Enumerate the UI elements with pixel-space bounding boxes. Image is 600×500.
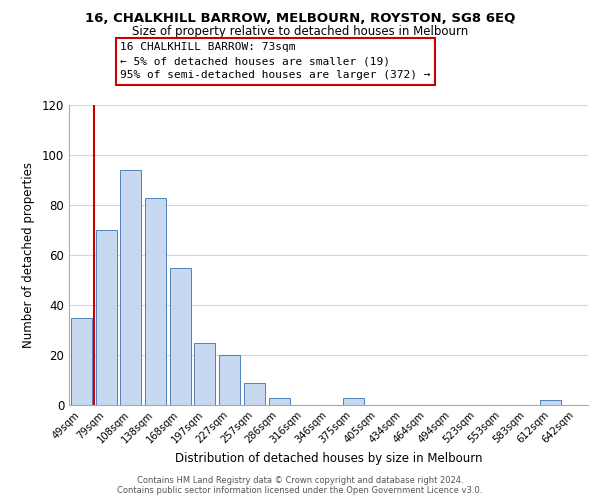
Bar (95, 230, 116, 405)
Bar (194, 342, 215, 405)
Y-axis label: Number of detached properties: Number of detached properties (22, 162, 35, 348)
Bar (120, 170, 141, 405)
Text: Contains public sector information licensed under the Open Government Licence v3: Contains public sector information licen… (118, 486, 482, 495)
Bar (145, 198, 166, 405)
Bar (269, 398, 290, 405)
Bar (71, 318, 92, 405)
Bar (343, 398, 364, 405)
Text: 16, CHALKHILL BARROW, MELBOURN, ROYSTON, SG8 6EQ: 16, CHALKHILL BARROW, MELBOURN, ROYSTON,… (85, 12, 515, 26)
Text: 16 CHALKHILL BARROW: 73sqm
← 5% of detached houses are smaller (19)
95% of semi-: 16 CHALKHILL BARROW: 73sqm ← 5% of detac… (120, 42, 431, 80)
Text: Contains HM Land Registry data © Crown copyright and database right 2024.: Contains HM Land Registry data © Crown c… (137, 476, 463, 485)
Bar (244, 382, 265, 405)
Text: Size of property relative to detached houses in Melbourn: Size of property relative to detached ho… (132, 25, 468, 38)
Bar (219, 355, 240, 405)
Bar (541, 400, 562, 405)
X-axis label: Distribution of detached houses by size in Melbourn: Distribution of detached houses by size … (175, 452, 482, 466)
Bar (170, 268, 191, 405)
